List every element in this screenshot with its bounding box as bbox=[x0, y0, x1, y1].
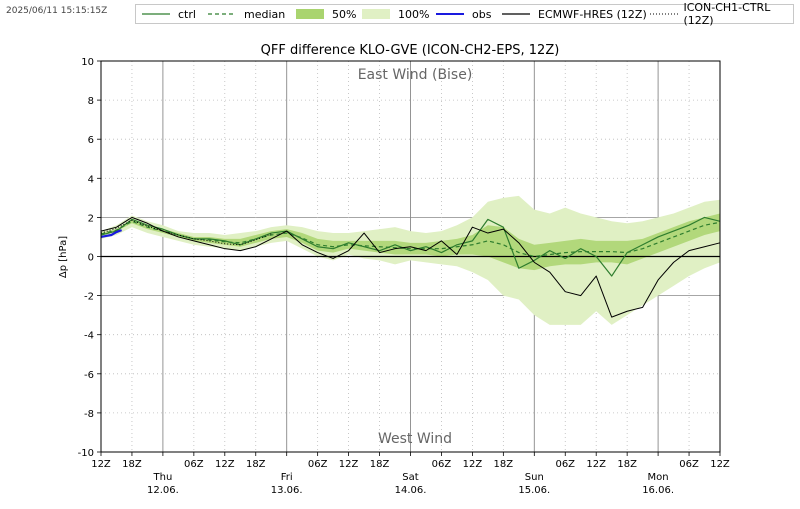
legend-label-100: 100% bbox=[398, 7, 430, 21]
legend-swatch-median bbox=[208, 9, 236, 19]
legend-item-50: 50% bbox=[296, 5, 356, 23]
x-tick-label: 12Z bbox=[91, 459, 111, 470]
x-day-label: Fri bbox=[281, 472, 293, 483]
y-tick-label: 8 bbox=[88, 96, 94, 107]
legend-swatch-100 bbox=[362, 9, 390, 19]
series-ecmwf-hres bbox=[100, 216, 721, 318]
x-tick-label: 18Z bbox=[494, 459, 514, 470]
x-tick-label: 06Z bbox=[679, 459, 699, 470]
legend-label-50: 50% bbox=[332, 7, 357, 21]
legend-item-obs: obs bbox=[436, 5, 491, 23]
legend-swatch-50 bbox=[296, 9, 324, 19]
legend: ctrl median 50% 100% obs ECMWF-HRES (12Z… bbox=[135, 1, 794, 27]
legend-label-ecmwf: ECMWF-HRES (12Z) bbox=[538, 7, 647, 21]
legend-item-ich1: ICON-CH1-CTRL (12Z) bbox=[650, 1, 793, 27]
x-tick-label: 06Z bbox=[184, 459, 204, 470]
series-ctrl bbox=[100, 216, 721, 277]
y-tick-label: 2 bbox=[88, 213, 94, 224]
plot-frame bbox=[100, 60, 721, 453]
legend-swatch-ctrl bbox=[142, 9, 170, 19]
legend-swatch-obs bbox=[436, 9, 464, 19]
legend-swatch-ecmwf bbox=[502, 9, 530, 19]
x-date-label: 12.06. bbox=[147, 485, 179, 496]
band-100-percent bbox=[101, 195, 720, 325]
chart-title: QFF difference KLO-GVE (ICON-CH2-EPS, 12… bbox=[261, 43, 560, 58]
x-day-label: Thu bbox=[153, 472, 173, 483]
x-tick-label: 18Z bbox=[246, 459, 266, 470]
x-tick-label: 18Z bbox=[370, 459, 390, 470]
legend-item-ecmwf: ECMWF-HRES (12Z) bbox=[502, 5, 647, 23]
x-tick-label: 06Z bbox=[308, 459, 328, 470]
x-tick-label: 06Z bbox=[555, 459, 575, 470]
y-tick-label: -8 bbox=[84, 409, 94, 420]
y-tick-label: 4 bbox=[88, 174, 94, 185]
legend-item-median: median bbox=[208, 5, 285, 23]
y-tick-label: 6 bbox=[88, 135, 94, 146]
x-tick-label: 18Z bbox=[122, 459, 142, 470]
y-axis-label: Δp [hPa] bbox=[58, 236, 69, 278]
x-day-label: Mon bbox=[648, 472, 669, 483]
annotation-east-wind: East Wind (Bise) bbox=[358, 67, 473, 83]
legend-label-ctrl: ctrl bbox=[178, 7, 196, 21]
series-obs bbox=[100, 229, 123, 239]
y-tick-label: 0 bbox=[88, 253, 94, 264]
legend-item-100: 100% bbox=[362, 5, 429, 23]
x-date-label: 16.06. bbox=[642, 485, 674, 496]
x-day-label: Sat bbox=[402, 472, 418, 483]
x-date-label: 13.06. bbox=[271, 485, 303, 496]
x-tick-label: 12Z bbox=[463, 459, 483, 470]
legend-swatch-ich1 bbox=[650, 9, 678, 19]
x-day-label: Sun bbox=[525, 472, 544, 483]
x-tick-label: 12Z bbox=[710, 459, 730, 470]
y-tick-label: -6 bbox=[84, 370, 94, 381]
y-tick-label: -10 bbox=[78, 448, 94, 459]
legend-label-ich1: ICON-CH1-CTRL (12Z) bbox=[683, 1, 771, 27]
legend-label-median: median bbox=[244, 7, 286, 21]
series-icon-ch1-ctrl bbox=[100, 219, 272, 246]
x-tick-label: 12Z bbox=[586, 459, 606, 470]
x-tick-label: 12Z bbox=[339, 459, 359, 470]
legend-label-obs: obs bbox=[472, 7, 492, 21]
x-tick-label: 06Z bbox=[432, 459, 452, 470]
legend-item-ctrl: ctrl bbox=[142, 5, 196, 23]
x-date-label: 14.06. bbox=[395, 485, 427, 496]
band-50-percent bbox=[101, 213, 720, 271]
annotation-west-wind: West Wind bbox=[378, 431, 452, 447]
x-tick-label: 18Z bbox=[617, 459, 637, 470]
x-date-label: 15.06. bbox=[518, 485, 550, 496]
x-tick-label: 12Z bbox=[215, 459, 235, 470]
y-tick-label: -2 bbox=[84, 292, 94, 303]
series-median bbox=[100, 220, 721, 258]
y-tick-label: -4 bbox=[84, 331, 94, 342]
timestamp: 2025/06/11 15:15:15Z bbox=[6, 6, 108, 16]
y-tick-label: 10 bbox=[81, 57, 94, 68]
